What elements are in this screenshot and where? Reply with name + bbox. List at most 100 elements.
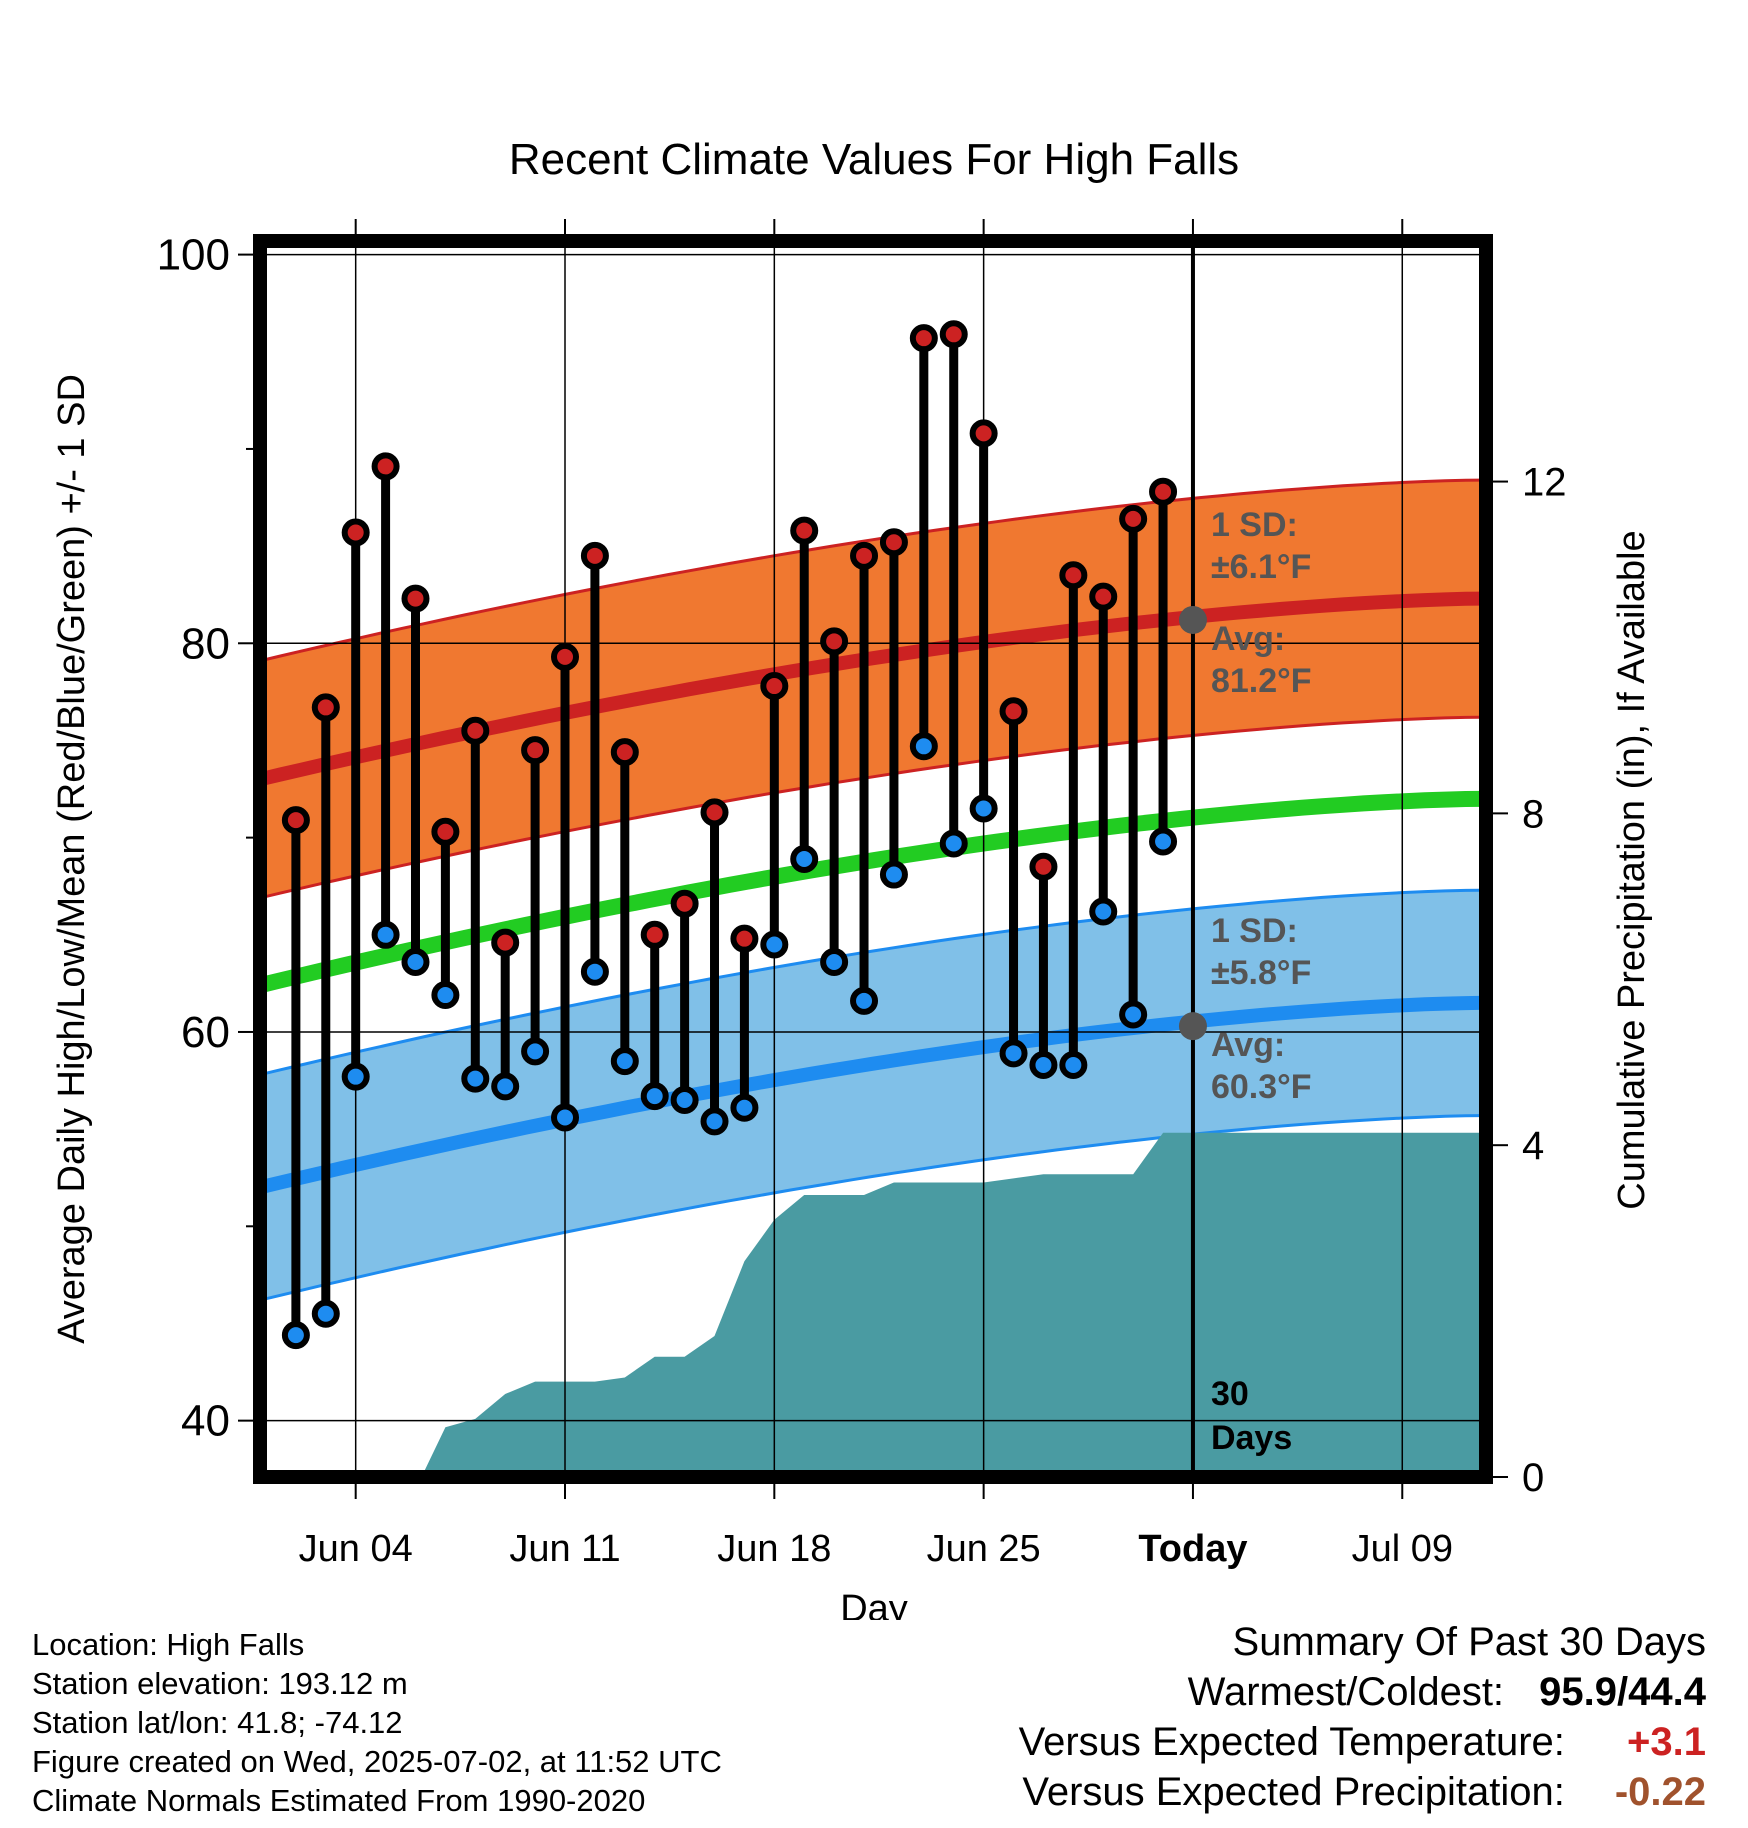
- daily-low-point: [640, 1082, 669, 1111]
- y2-tick-label: 4: [1522, 1124, 1544, 1168]
- high-normal-band-lower-edge: [267, 715, 1479, 898]
- daily-low-point: [580, 957, 609, 986]
- daily-low-point: [700, 1107, 729, 1136]
- daily-high-point: [909, 324, 938, 353]
- daily-low-point: [909, 732, 938, 761]
- daily-low-point: [939, 829, 968, 858]
- daily-high-point: [790, 516, 819, 545]
- summary-precip: Versus Expected Precipitation: -0.22: [1019, 1770, 1706, 1820]
- y-axis-label: Average Daily High/Low/Mean (Red/Blue/Gr…: [51, 374, 93, 1344]
- daily-low-point: [1149, 827, 1178, 856]
- high-avg-label: Avg:: [1211, 620, 1285, 658]
- daily-high-point: [491, 928, 520, 957]
- daily-low-point: [521, 1037, 550, 1066]
- daily-low-point: [969, 794, 998, 823]
- daily-high-point: [640, 920, 669, 949]
- daily-high-point: [1089, 582, 1118, 611]
- daily-low-point: [311, 1299, 340, 1328]
- high-avg-value: 81.2°F: [1211, 662, 1312, 700]
- chart-title: Recent Climate Values For High Falls: [509, 135, 1239, 184]
- low-normal-band-upper-edge: [267, 888, 1479, 1075]
- daily-high-point: [820, 627, 849, 656]
- x-axis-label: Day: [840, 1588, 908, 1620]
- low-normal-band: [267, 890, 1479, 1299]
- y-tick-label: 100: [157, 231, 230, 280]
- daily-high-point: [730, 924, 759, 953]
- daily-low-point: [820, 948, 849, 976]
- high-normal-band: [267, 480, 1479, 897]
- daily-low-point: [1059, 1051, 1088, 1079]
- y2-tick-label: 8: [1522, 792, 1544, 836]
- created-text: Figure created on Wed, 2025-07-02, at 11…: [32, 1744, 722, 1779]
- x-tick-label: Jun 04: [299, 1528, 413, 1570]
- y2-tick-label: 0: [1522, 1456, 1544, 1500]
- x-tick-label: Today: [1138, 1528, 1247, 1570]
- x-tick-label: Jun 25: [927, 1528, 1041, 1570]
- high-sd-value: ±6.1°F: [1211, 548, 1311, 586]
- daily-high-point: [879, 528, 908, 557]
- daily-high-point: [969, 419, 998, 448]
- y-tick-label: 40: [181, 1397, 230, 1446]
- daily-high-point: [401, 584, 430, 613]
- precip-value: -0.22: [1614, 1770, 1706, 1814]
- daily-high-point: [939, 320, 968, 349]
- daily-low-point: [850, 986, 879, 1015]
- y-tick-label: 60: [181, 1008, 230, 1057]
- daily-high-point: [551, 642, 580, 671]
- daily-high-point: [431, 817, 460, 846]
- daily-low-point: [281, 1321, 310, 1350]
- daily-low-point: [610, 1047, 639, 1076]
- warm-cold-label: Warmest/Coldest:: [1187, 1670, 1505, 1714]
- daily-low-point: [730, 1093, 759, 1122]
- x-tick-label: Jun 11: [509, 1528, 620, 1570]
- daily-low-point: [670, 1085, 699, 1114]
- summary-temp: Versus Expected Temperature: +3.1: [1019, 1720, 1706, 1770]
- daily-low-point: [491, 1072, 520, 1101]
- daily-high-point: [461, 716, 490, 745]
- daily-low-point: [999, 1039, 1028, 1068]
- daily-high-point: [1149, 477, 1178, 506]
- y2-tick-label: 12: [1522, 461, 1567, 505]
- daily-high-point: [999, 697, 1028, 726]
- daily-low-point: [879, 860, 908, 889]
- location-text: Location: High Falls: [32, 1627, 305, 1662]
- high-avg-marker: [1178, 605, 1207, 634]
- daily-high-point: [580, 541, 609, 570]
- daily-low-point: [1119, 1000, 1148, 1029]
- daily-low-point: [790, 845, 819, 873]
- x-tick-label: Jul 09: [1352, 1528, 1453, 1570]
- normal-mean-line: [267, 790, 1479, 992]
- daily-high-point: [610, 738, 639, 767]
- daily-low-point: [431, 981, 460, 1010]
- warm-cold-value: 95.9/44.4: [1539, 1670, 1706, 1714]
- precip-area: [424, 1132, 1479, 1470]
- low-sd-value: ±5.8°F: [1211, 954, 1311, 992]
- x-tick-label: Jun 18: [717, 1528, 831, 1570]
- daily-high-point: [1029, 852, 1058, 881]
- station-info: Location: High Falls Station elevation: …: [32, 1626, 722, 1821]
- daily-low-point: [1089, 897, 1118, 926]
- low-normal-band-lower-edge: [267, 1114, 1479, 1301]
- daily-low-point: [461, 1064, 490, 1093]
- daily-low-point: [760, 930, 789, 959]
- summary-heading: Summary Of Past 30 Days: [1232, 1620, 1706, 1664]
- elevation-text: Station elevation: 193.12 m: [32, 1666, 408, 1701]
- daily-low-point: [371, 920, 400, 949]
- daily-high-point: [521, 736, 550, 765]
- daily-high-point: [371, 452, 400, 481]
- temp-value: +3.1: [1627, 1720, 1706, 1764]
- daily-low-point: [401, 948, 430, 976]
- daily-low-point: [341, 1062, 370, 1091]
- y-tick-label: 80: [181, 619, 230, 668]
- precip-label: Versus Expected Precipitation:: [1022, 1770, 1565, 1814]
- high-normal-band-upper-edge: [267, 478, 1479, 661]
- low-sd-label: 1 SD:: [1211, 912, 1298, 950]
- normal-low-line: [267, 995, 1479, 1193]
- temp-label: Versus Expected Temperature:: [1018, 1720, 1565, 1764]
- window-label-days: Days: [1211, 1419, 1292, 1457]
- normals-text: Climate Normals Estimated From 1990-2020: [32, 1783, 646, 1818]
- low-avg-marker: [1178, 1012, 1207, 1041]
- daily-high-point: [760, 672, 789, 701]
- daily-high-point: [341, 518, 370, 547]
- summary-panel: Summary Of Past 30 Days Warmest/Coldest:…: [1019, 1620, 1706, 1820]
